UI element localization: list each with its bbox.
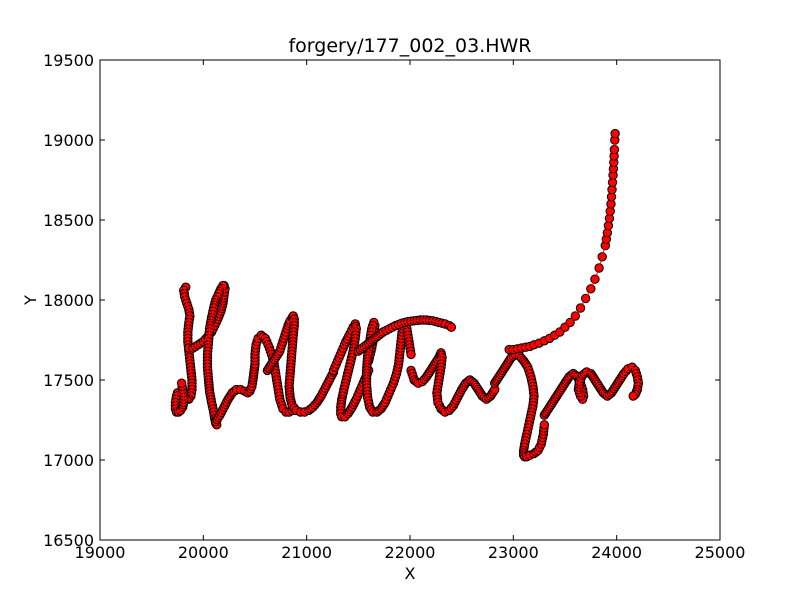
- y-tick-label: 16500: [43, 531, 94, 550]
- pen-stroke: [539, 362, 644, 420]
- pen-stroke: [262, 311, 339, 417]
- x-tick-label: 22000: [385, 543, 436, 562]
- pen-stroke: [353, 315, 457, 356]
- y-tick-label: 19000: [43, 131, 94, 150]
- pen-stroke: [328, 319, 374, 422]
- data-point: [446, 322, 457, 332]
- x-tick-label: 24000: [591, 543, 642, 562]
- x-tick-label: 20000: [178, 543, 229, 562]
- y-tick-label: 19500: [43, 51, 94, 70]
- series-line: [215, 334, 295, 422]
- series-line: [366, 320, 412, 413]
- y-tick-label: 17000: [43, 451, 94, 470]
- pen-stroke: [504, 128, 620, 355]
- series-line: [509, 133, 616, 351]
- chart-title: forgery/177_002_03.HWR: [288, 35, 531, 57]
- series-line: [410, 351, 496, 413]
- y-tick-label: 18500: [43, 211, 94, 230]
- x-tick-label: 19000: [75, 543, 126, 562]
- axes-frame: [99, 59, 721, 541]
- pen-stroke: [170, 282, 197, 417]
- series-line: [174, 286, 193, 413]
- pen-stroke: [406, 348, 500, 417]
- data-point: [406, 349, 416, 360]
- y-tick-label: 17500: [43, 371, 94, 390]
- x-axis-label: X: [405, 564, 416, 583]
- series-line: [266, 314, 334, 413]
- x-tick-label: 25000: [695, 543, 746, 562]
- x-tick-label: 23000: [488, 543, 539, 562]
- series-line: [494, 353, 545, 458]
- series-line: [357, 319, 452, 352]
- series-line: [333, 322, 370, 418]
- plot-area: [170, 128, 644, 462]
- y-axis-label: Y: [21, 295, 40, 306]
- x-tick-label: 21000: [281, 543, 332, 562]
- series-line: [543, 366, 639, 416]
- y-tick-label: 18000: [43, 291, 94, 310]
- pen-stroke: [184, 280, 230, 430]
- series-line: [188, 285, 226, 426]
- pen-stroke: [490, 349, 550, 462]
